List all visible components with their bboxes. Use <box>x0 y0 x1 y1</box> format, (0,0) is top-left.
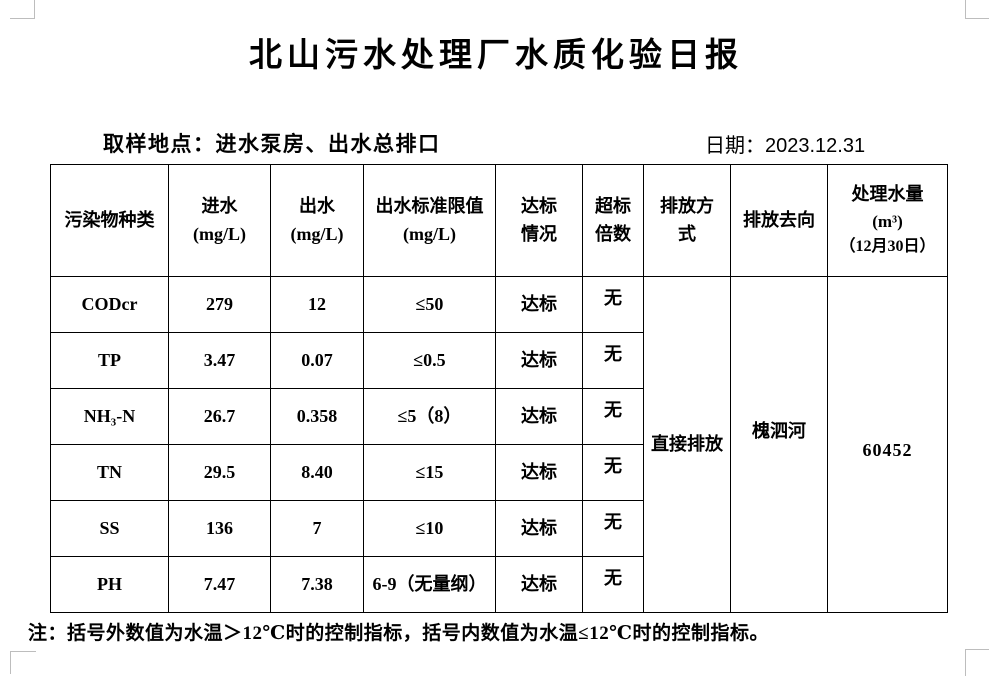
cell-pollutant: SS <box>50 500 169 557</box>
header-compliance: 达标 情况 <box>495 164 583 277</box>
page-margin-mark-bottom-left <box>10 651 36 674</box>
report-date: 日期：2023.12.31 <box>705 129 865 158</box>
header-limit: 出水标准限值 (mg/L) <box>363 164 496 277</box>
header-volume: 处理水量 (m³) （12月30日） <box>827 164 948 277</box>
table-row: SS 136 7 ≤10 达标 无 <box>50 500 948 557</box>
cell-discharge-destination: 槐泗河 <box>730 276 828 613</box>
cell-treated-volume: 60452 <box>827 276 948 613</box>
header-row: 污染物种类 进水 (mg/L) 出水 (mg/L) 出水标准限值 (mg/L) 达标情… <box>50 164 948 277</box>
cell-pollutant: TN <box>50 444 169 501</box>
water-quality-table: 污染物种类 进水 (mg/L) 出水 (mg/L) 出水标准限值 (mg/L) 达标情… <box>50 164 948 613</box>
cell-pollutant: PH <box>50 556 169 613</box>
page-title: 北山污水处理厂水质化验日报 <box>249 38 743 74</box>
cell-limit: ≤15 <box>363 444 496 501</box>
cell-compliance: 达标 <box>495 388 583 445</box>
cell-pollutant: NH₃-N <box>50 388 169 445</box>
cell-compliance: 达标 <box>495 556 583 613</box>
date-value: 2023.12.31 <box>765 135 866 157</box>
table-row: CODcr 279 12 ≤50 达标 无 直接排放 槐泗河 60452 <box>50 276 948 613</box>
header-effluent: 出水 (mg/L) <box>270 164 364 277</box>
cell-limit: ≤10 <box>363 500 496 557</box>
cell-limit: ≤50 <box>363 276 496 333</box>
sampling-location: 取样地点：进水泵房、出水总排口 <box>103 132 441 156</box>
footnote: 注：括号外数值为水温＞12℃时的控制指标，括号内数值为水温≤12℃时的控制指标。 <box>28 623 769 644</box>
cell-influent: 3.47 <box>168 332 271 389</box>
cell-limit: ≤5（8） <box>363 388 496 445</box>
page-margin-mark-bottom-right <box>965 649 989 676</box>
cell-pollutant: CODcr <box>50 276 169 333</box>
table-row: TP 3.47 0.07 ≤0.5 达标 无 <box>50 332 948 389</box>
cell-exceed: 无 <box>582 276 644 333</box>
cell-exceed: 无 <box>582 556 644 613</box>
cell-effluent: 12 <box>270 276 364 333</box>
cell-exceed: 无 <box>582 444 644 501</box>
cell-influent: 136 <box>168 500 271 557</box>
cell-effluent: 7 <box>270 500 364 557</box>
date-label: 日期： <box>705 135 765 157</box>
header-exceed: 超标 倍数 <box>582 164 644 277</box>
cell-exceed: 无 <box>582 388 644 445</box>
cell-compliance: 达标 <box>495 276 583 333</box>
cell-limit: ≤0.5 <box>363 332 496 389</box>
cell-effluent: 8.40 <box>270 444 364 501</box>
cell-exceed: 无 <box>582 500 644 557</box>
cell-compliance: 达标 <box>495 332 583 389</box>
cell-effluent: 0.07 <box>270 332 364 389</box>
cell-effluent: 0.358 <box>270 388 364 445</box>
cell-compliance: 达标 <box>495 500 583 557</box>
cell-effluent: 7.38 <box>270 556 364 613</box>
cell-exceed: 无 <box>582 332 644 389</box>
header-discharge-dest: 排放去向 <box>730 164 828 277</box>
page-margin-mark-top-right <box>965 0 989 19</box>
cell-influent: 26.7 <box>168 388 271 445</box>
page-margin-mark-top-left <box>10 0 35 19</box>
cell-pollutant: TP <box>50 332 169 389</box>
header-influent: 进水 (mg/L) <box>168 164 271 277</box>
header-pollutant: 污染物种类 <box>50 164 169 277</box>
table-row: NH₃-N 26.7 0.358 ≤5（8） 达标 无 <box>50 388 948 445</box>
cell-influent: 279 <box>168 276 271 333</box>
cell-influent: 29.5 <box>168 444 271 501</box>
table-row: TN 29.5 8.40 ≤15 达标 无 <box>50 444 948 501</box>
cell-discharge-mode: 直接排放 <box>643 276 731 613</box>
cell-influent: 7.47 <box>168 556 271 613</box>
meta-row: 取样地点：进水泵房、出水总排口 日期：2023.12.31 <box>0 128 992 160</box>
cell-limit: 6-9（无量纲） <box>363 556 496 613</box>
header-discharge-mode: 排放方式 <box>643 164 731 277</box>
cell-compliance: 达标 <box>495 444 583 501</box>
table-row: PH 7.47 7.38 6-9（无量纲） 达标 无 <box>50 556 948 613</box>
